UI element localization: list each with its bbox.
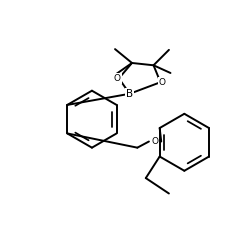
Text: O: O bbox=[158, 78, 166, 87]
Text: O: O bbox=[152, 137, 158, 146]
Text: O: O bbox=[114, 74, 121, 83]
Text: B: B bbox=[126, 89, 133, 99]
